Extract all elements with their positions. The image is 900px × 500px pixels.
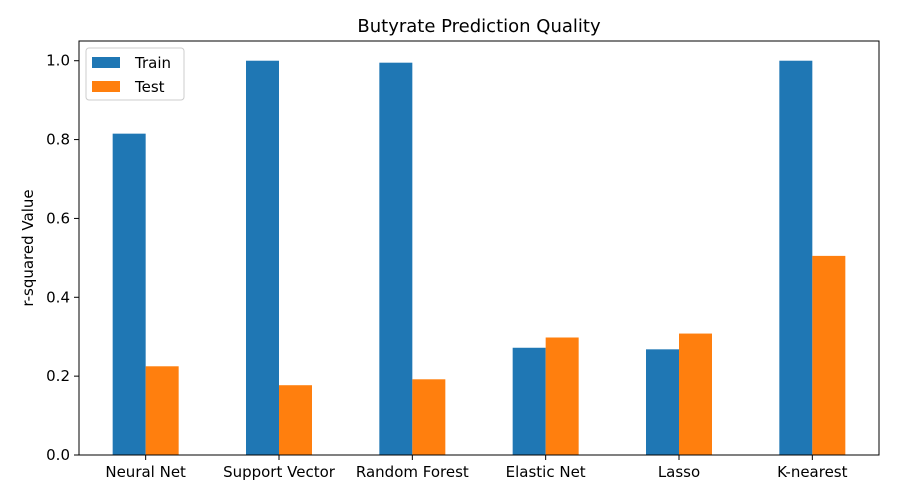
legend[interactable]: Train Test <box>85 47 185 101</box>
y-tick-label: 0.4 <box>46 288 70 306</box>
x-tick-label: Random Forest <box>356 463 469 481</box>
y-tick-label: 0.8 <box>46 131 70 149</box>
legend-label-test: Test <box>134 78 165 96</box>
y-tick-label: 0.6 <box>46 209 70 227</box>
legend-label-train: Train <box>134 54 171 72</box>
bar-train-support-vector <box>246 60 279 455</box>
x-tick-label: Lasso <box>658 463 700 481</box>
x-tick-label: Elastic Net <box>506 463 586 481</box>
y-tick-label: 0.0 <box>46 446 70 464</box>
bar-train-neural-net <box>112 133 146 455</box>
x-tick-label: K-nearest <box>777 463 847 481</box>
bar-test-lasso <box>679 333 712 455</box>
bar-test-k-nearest <box>812 255 846 455</box>
legend-swatch-test <box>92 81 120 92</box>
bar-test-elastic-net <box>545 337 579 455</box>
chart-title: Butyrate Prediction Quality <box>357 16 601 37</box>
x-tick-label: Neural Net <box>105 463 186 481</box>
bar-test-neural-net <box>145 366 179 455</box>
bar-train-lasso <box>646 349 679 455</box>
axis-layer: Neural Net Support Vector Random Forest Ela… <box>46 52 847 481</box>
y-axis-label: r-squared Value <box>19 189 37 306</box>
bars-layer <box>112 60 846 455</box>
y-tick-label: 1.0 <box>46 52 70 70</box>
bar-test-random-forest <box>412 379 446 455</box>
bar-train-random-forest <box>379 62 413 455</box>
legend-swatch-train <box>92 57 120 68</box>
x-tick-label: Support Vector <box>223 463 336 481</box>
bar-train-k-nearest <box>779 60 813 455</box>
y-tick-label: 0.2 <box>46 367 70 385</box>
plot-frame <box>78 40 880 456</box>
bar-test-support-vector <box>279 385 312 455</box>
bar-train-elastic-net <box>512 347 546 455</box>
